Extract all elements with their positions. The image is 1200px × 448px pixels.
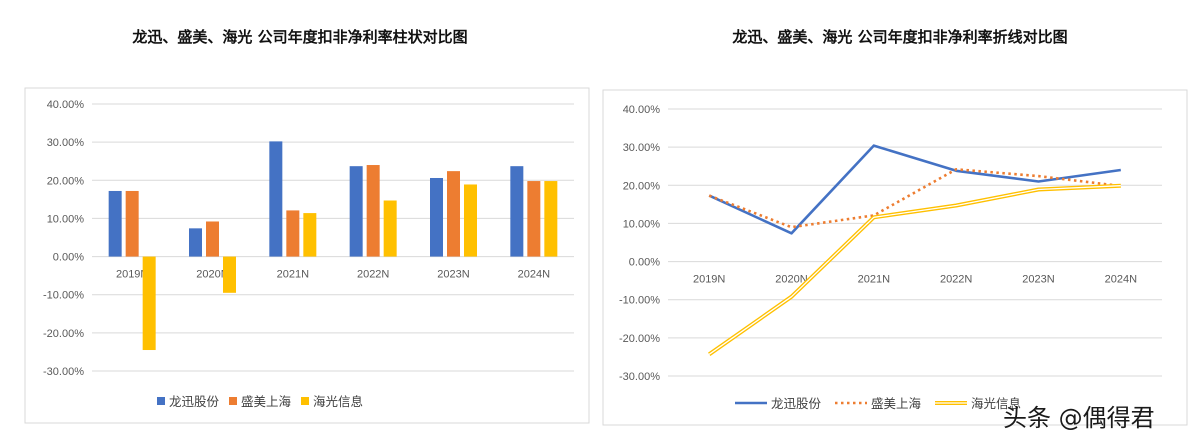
bar-legend-label: 海光信息 — [313, 394, 363, 409]
bar-y-tick-label: -10.00% — [43, 290, 84, 302]
bar-legend-label: 龙迅股份 — [169, 394, 220, 409]
line-legend-label: 盛美上海 — [871, 396, 922, 411]
line-legend-label: 海光信息 — [971, 396, 1021, 411]
line-y-tick-label: 0.00% — [629, 257, 660, 269]
bar-0-5 — [510, 166, 524, 257]
line-x-tick-label: 2022N — [940, 274, 972, 286]
bar-chart-title: 龙迅、盛美、海光 公司年度扣非净利率柱状对比图 — [132, 28, 468, 46]
bar-y-tick-label: 30.00% — [47, 137, 85, 149]
bar-2-2 — [303, 213, 317, 257]
bar-2-5 — [544, 181, 558, 257]
line-chart-frame — [602, 89, 1188, 426]
line-series-2-inner — [708, 185, 1121, 355]
bar-y-tick-label: -30.00% — [43, 366, 84, 378]
line-y-tick-label: -30.00% — [619, 371, 660, 383]
line-legend-label: 龙迅股份 — [771, 396, 822, 411]
bar-y-tick-label: -20.00% — [43, 328, 84, 340]
bar-1-0 — [125, 190, 139, 257]
bar-0-4 — [430, 177, 443, 257]
watermark: 头条 @偶得君 — [1003, 404, 1155, 432]
bar-1-2 — [286, 210, 300, 257]
bar-1-4 — [447, 171, 460, 257]
bar-0-0 — [108, 190, 122, 257]
bar-2-3 — [383, 200, 397, 257]
bar-x-tick-label: 2023N — [437, 269, 469, 281]
line-series-1 — [708, 168, 1121, 229]
bar-y-tick-label: 20.00% — [47, 175, 85, 187]
bar-y-tick-label: 0.00% — [53, 252, 84, 264]
line-series-0 — [708, 144, 1121, 235]
bar-0-3 — [349, 166, 363, 257]
line-x-tick-label: 2023N — [1022, 274, 1054, 286]
bar-x-tick-label: 2019N — [116, 269, 148, 281]
bar-legend-label: 盛美上海 — [241, 394, 292, 409]
bar-0-1 — [189, 228, 202, 257]
bar-x-tick-label: 2024N — [518, 269, 550, 281]
bar-x-tick-label: 2022N — [357, 269, 389, 281]
line-y-tick-label: -10.00% — [619, 295, 660, 307]
line-y-tick-label: 20.00% — [623, 180, 661, 192]
line-x-tick-label: 2021N — [858, 274, 890, 286]
bar-chart-frame — [24, 87, 590, 424]
bar-2-0 — [142, 256, 156, 351]
line-chart-title: 龙迅、盛美、海光 公司年度扣非净利率折线对比图 — [732, 28, 1068, 46]
line-x-tick-label: 2024N — [1105, 274, 1137, 286]
bar-x-tick-label: 2020N — [196, 269, 228, 281]
bar-2-1 — [223, 256, 236, 293]
bar-1-3 — [366, 165, 380, 257]
line-y-tick-label: -20.00% — [619, 333, 660, 345]
bar-2-4 — [464, 184, 477, 257]
line-y-tick-label: 10.00% — [623, 218, 661, 230]
bar-legend-swatch — [301, 397, 309, 405]
bar-y-tick-label: 10.00% — [47, 213, 85, 225]
bar-legend-swatch — [229, 397, 237, 405]
bar-0-2 — [269, 141, 283, 257]
bar-1-1 — [206, 221, 219, 257]
line-x-tick-label: 2020N — [775, 274, 807, 286]
line-x-tick-label: 2019N — [693, 274, 725, 286]
line-y-tick-label: 40.00% — [623, 104, 661, 116]
bar-x-tick-label: 2021N — [277, 269, 309, 281]
bar-legend-swatch — [157, 397, 165, 405]
bar-y-tick-label: 40.00% — [47, 99, 85, 111]
bar-1-5 — [527, 181, 541, 257]
line-y-tick-label: 30.00% — [623, 142, 661, 154]
